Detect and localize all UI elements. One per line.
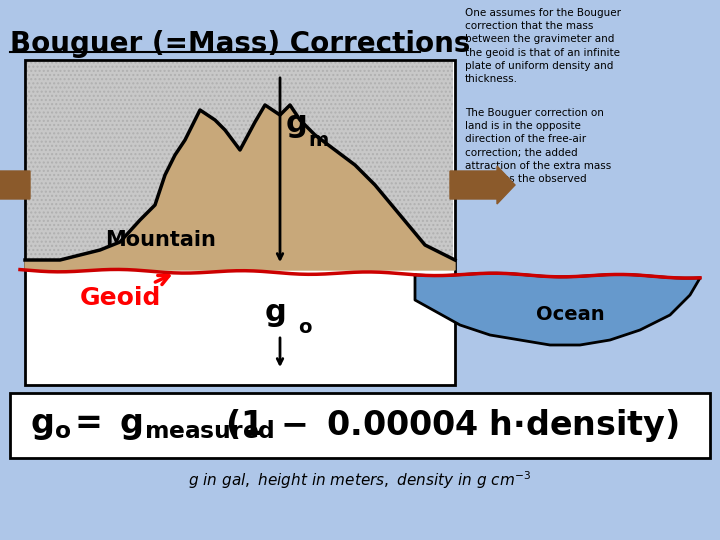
Text: $\mathbf{m}$: $\mathbf{m}$ [308,131,329,150]
Text: $\mathbf{g}$: $\mathbf{g}$ [264,300,286,329]
Bar [10,393,710,458]
Text: Mountain: Mountain [105,230,216,250]
Text: $\mathbf{g}$: $\mathbf{g}$ [285,111,306,139]
Text: The Bouguer correction on
land is in the opposite
direction of the free-air
corr: The Bouguer correction on land is in the… [465,108,611,197]
Text: Geoid: Geoid [80,275,169,310]
Text: Bouguer (=Mass) Corrections: Bouguer (=Mass) Corrections [10,30,470,58]
Bar [27,62,453,264]
Bar [25,60,455,385]
FancyArrow shape [0,166,30,204]
Text: $\mathbf{(1 \ - \ 0.00004 \ h{\bullet}density)}$: $\mathbf{(1 \ - \ 0.00004 \ h{\bullet}de… [225,407,679,444]
FancyArrow shape [450,166,515,204]
Text: $\mathbf{o}$: $\mathbf{o}$ [298,318,312,337]
Text: $\mathit{g\ in\ gal,\ height\ in\ meters,\ density\ in\ g\ cm^{-3}}$: $\mathit{g\ in\ gal,\ height\ in\ meters… [188,469,532,491]
Text: $\mathbf{g_o}$: $\mathbf{g_o}$ [30,409,71,442]
Text: $\mathbf{= \ g_{measured}}$: $\mathbf{= \ g_{measured}}$ [68,409,274,442]
Text: Ocean: Ocean [536,306,604,325]
Text: One assumes for the Bouguer
correction that the mass
between the gravimeter and
: One assumes for the Bouguer correction t… [465,8,621,84]
Polygon shape [25,105,455,270]
Polygon shape [415,273,700,345]
